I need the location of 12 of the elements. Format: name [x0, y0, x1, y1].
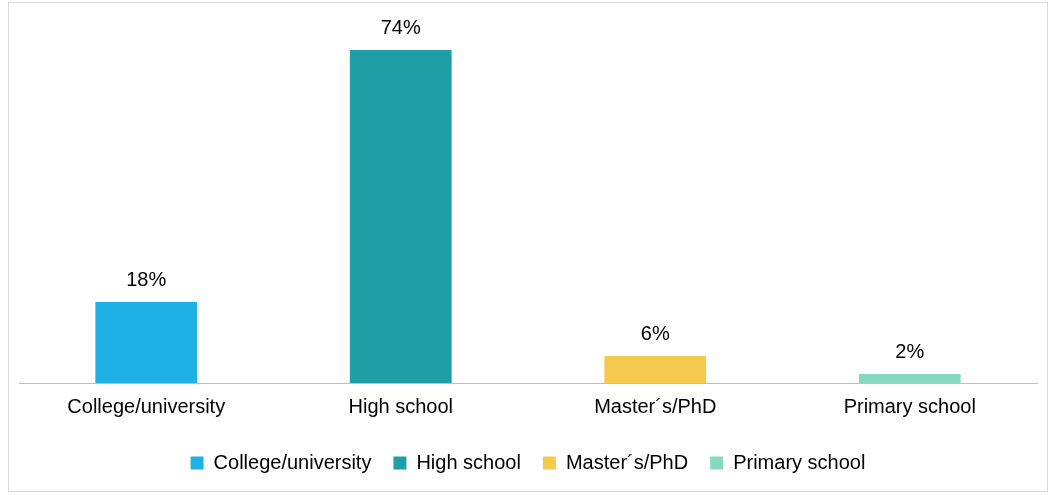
legend-label: Primary school [733, 450, 866, 473]
x-tick-label: Primary school [843, 394, 976, 417]
data-label: 6% [640, 321, 670, 344]
x-tick-label: High school [348, 394, 454, 417]
x-tick-label: College/university [67, 394, 226, 417]
data-label: 18% [126, 267, 167, 290]
x-tick-label: Master´s/PhD [594, 394, 717, 417]
legend-label: High school [416, 450, 521, 473]
legend-label: College/university [213, 450, 372, 473]
data-label: 74% [380, 15, 421, 38]
data-label: 2% [895, 339, 925, 362]
legend-label: Master´s/PhD [565, 450, 689, 473]
